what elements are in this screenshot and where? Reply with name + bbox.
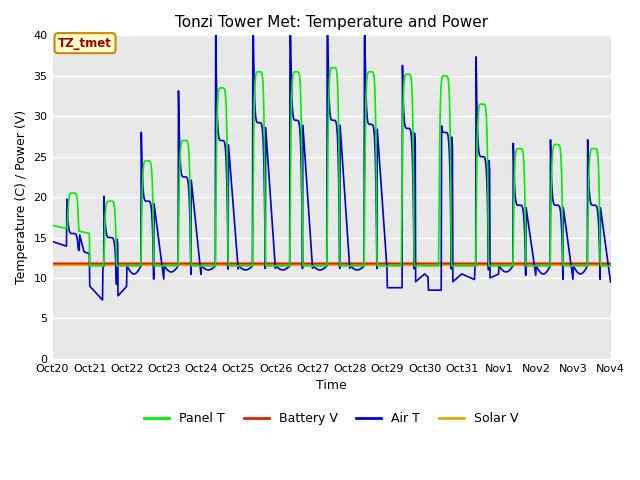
Battery V — [172, 261, 180, 266]
Panel T — [282, 263, 289, 269]
Battery V — [281, 261, 289, 266]
Air T — [49, 239, 56, 244]
Panel T — [418, 263, 426, 269]
Air T — [99, 297, 106, 303]
Line: Panel T: Panel T — [52, 68, 611, 266]
Panel T — [49, 223, 56, 228]
Air T — [268, 215, 276, 221]
Solar V — [281, 262, 289, 268]
Air T — [282, 266, 289, 272]
Solar V — [557, 262, 565, 268]
Panel T — [172, 263, 180, 269]
Air T — [607, 279, 614, 285]
Solar V — [417, 262, 425, 268]
Air T — [558, 229, 566, 235]
Air T — [418, 274, 426, 279]
Solar V — [268, 262, 275, 268]
Title: Tonzi Tower Met: Temperature and Power: Tonzi Tower Met: Temperature and Power — [175, 15, 488, 30]
Air T — [510, 157, 518, 163]
Panel T — [330, 65, 337, 71]
Battery V — [557, 261, 565, 266]
Air T — [172, 266, 180, 272]
Legend: Panel T, Battery V, Air T, Solar V: Panel T, Battery V, Air T, Solar V — [140, 407, 524, 430]
Solar V — [49, 262, 56, 268]
Battery V — [49, 261, 56, 266]
Panel T — [558, 176, 566, 181]
Solar V — [607, 262, 614, 268]
Battery V — [417, 261, 425, 266]
Panel T — [86, 263, 93, 269]
Text: TZ_tmet: TZ_tmet — [58, 36, 112, 49]
Y-axis label: Temperature (C) / Power (V): Temperature (C) / Power (V) — [15, 110, 28, 284]
Solar V — [172, 262, 180, 268]
Battery V — [607, 261, 614, 266]
Panel T — [607, 263, 614, 269]
Panel T — [268, 263, 276, 269]
Battery V — [509, 261, 516, 266]
Solar V — [509, 262, 516, 268]
X-axis label: Time: Time — [316, 379, 347, 392]
Battery V — [268, 261, 275, 266]
Line: Air T: Air T — [52, 0, 611, 300]
Panel T — [510, 211, 518, 216]
